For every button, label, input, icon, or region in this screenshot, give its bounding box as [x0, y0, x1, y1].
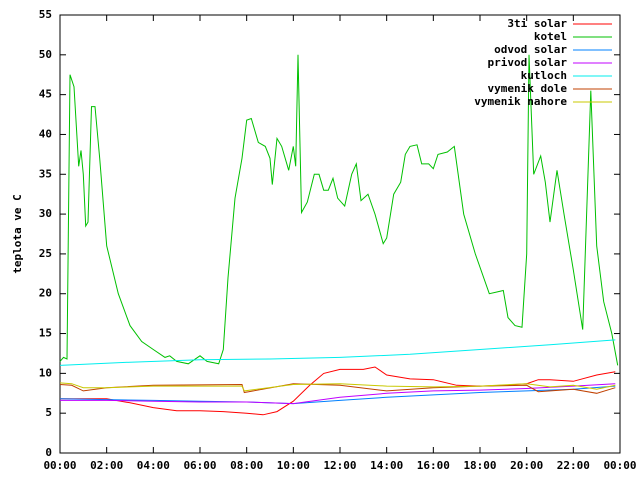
- y-tick-label: 10: [39, 366, 52, 379]
- legend-label: vymenik dole: [488, 82, 568, 95]
- x-tick-label: 00:00: [603, 459, 636, 472]
- y-tick-label: 5: [45, 406, 52, 419]
- legend-label: kutloch: [521, 69, 567, 82]
- legend-label: kotel: [534, 30, 567, 43]
- series-line: [60, 366, 616, 416]
- legend-label: odvod solar: [494, 43, 567, 56]
- x-tick-label: 10:00: [277, 459, 310, 472]
- series-line: [59, 382, 616, 392]
- legend-label: vymenik nahore: [474, 95, 567, 108]
- x-tick-label: 18:00: [463, 459, 496, 472]
- series-line: [60, 383, 616, 405]
- x-tick-label: 08:00: [230, 459, 263, 472]
- y-tick-label: 25: [39, 247, 52, 260]
- x-tick-label: 14:00: [370, 459, 403, 472]
- x-tick-label: 04:00: [137, 459, 170, 472]
- y-tick-label: 30: [39, 207, 52, 220]
- y-tick-label: 45: [39, 88, 52, 101]
- legend-label: 3ti solar: [507, 17, 567, 30]
- x-tick-label: 16:00: [417, 459, 450, 472]
- x-tick-label: 22:00: [557, 459, 590, 472]
- x-tick-label: 12:00: [323, 459, 356, 472]
- y-tick-label: 50: [39, 48, 52, 61]
- y-tick-label: 40: [39, 127, 52, 140]
- series-line: [59, 385, 616, 405]
- y-tick-label: 55: [39, 8, 52, 21]
- y-tick-label: 0: [45, 446, 52, 459]
- y-tick-label: 15: [39, 327, 52, 340]
- series-line: [59, 54, 619, 366]
- y-axis-label: teplota ve C: [11, 194, 24, 273]
- x-tick-label: 20:00: [510, 459, 543, 472]
- y-tick-label: 20: [39, 287, 52, 300]
- x-tick-label: 02:00: [90, 459, 123, 472]
- series-line: [59, 339, 616, 366]
- x-tick-label: 06:00: [183, 459, 216, 472]
- legend-label: privod solar: [488, 56, 568, 69]
- series-line: [59, 383, 616, 394]
- y-tick-label: 35: [39, 167, 52, 180]
- x-tick-label: 00:00: [43, 459, 76, 472]
